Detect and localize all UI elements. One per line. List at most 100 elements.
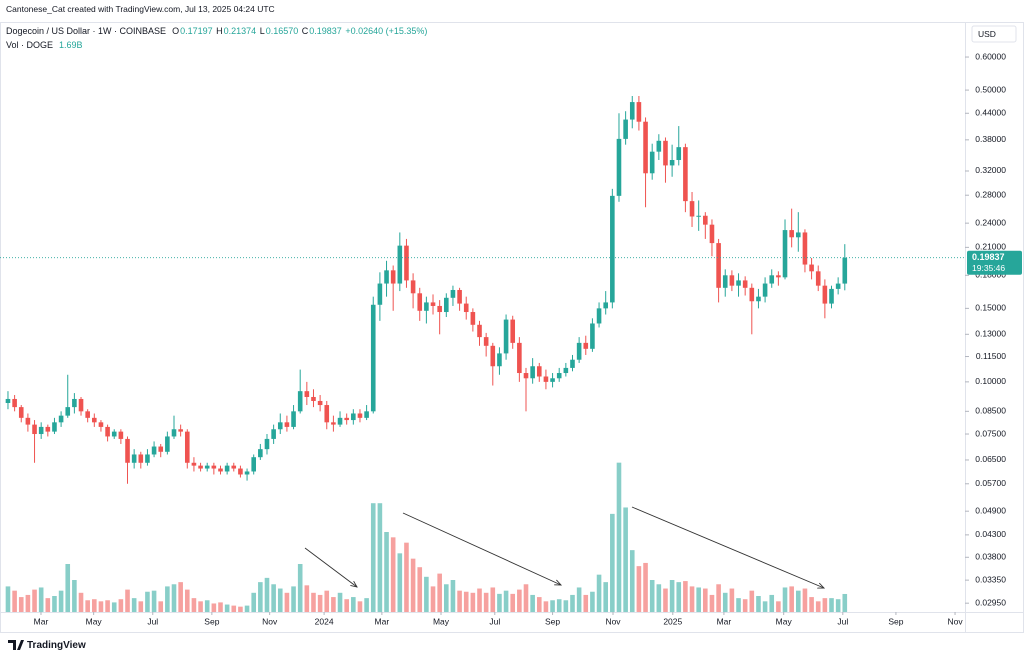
volume-bar xyxy=(570,594,575,612)
ohlc-value: 0.21374 xyxy=(223,26,257,36)
candle-body xyxy=(264,438,270,450)
volume-bar xyxy=(264,577,270,612)
volume-bar xyxy=(762,601,768,612)
last-price-tag xyxy=(967,250,1022,275)
volume-bar xyxy=(536,597,542,612)
candle-body xyxy=(636,102,642,122)
candle-body xyxy=(463,303,469,313)
candle-body xyxy=(238,468,243,475)
candle-body xyxy=(789,230,794,238)
candle-body xyxy=(370,304,376,412)
volume-bar xyxy=(563,600,569,612)
candle-body xyxy=(277,422,283,430)
volume-bar xyxy=(284,592,290,612)
volume-bar xyxy=(490,587,496,612)
volume-bar xyxy=(610,513,615,612)
candle-body xyxy=(570,359,575,368)
volume-bar xyxy=(623,507,628,612)
volume-bar xyxy=(277,588,283,612)
volume-bar xyxy=(118,599,124,612)
candle-body xyxy=(590,323,595,349)
volume-bar xyxy=(716,584,721,612)
candle-body xyxy=(397,245,403,284)
candle-body xyxy=(689,201,695,217)
volume-bar xyxy=(111,602,117,612)
ohlc-key: H xyxy=(216,26,223,36)
candle-body xyxy=(211,465,217,469)
x-tick-label: Jul xyxy=(489,616,500,626)
candle-body xyxy=(603,302,608,309)
currency-button[interactable] xyxy=(971,25,1017,43)
x-tick-label: 2024 xyxy=(315,616,334,626)
candle-body xyxy=(45,426,51,432)
volume-bar xyxy=(38,587,44,612)
volume-bar xyxy=(410,558,416,612)
volume-bar xyxy=(835,599,841,612)
candle-body xyxy=(649,151,655,174)
candle-body xyxy=(291,411,296,427)
volume-bar xyxy=(802,588,808,612)
candle-body xyxy=(145,454,150,463)
candle-body xyxy=(782,230,788,278)
candle-body xyxy=(517,342,522,374)
volume-bar xyxy=(470,592,476,612)
volume-bar xyxy=(782,587,788,612)
candle-body xyxy=(835,283,841,289)
candle-body xyxy=(477,324,482,338)
candle-body xyxy=(815,271,821,286)
volume-bar xyxy=(417,567,423,612)
volume-bar xyxy=(703,588,708,612)
candle-body xyxy=(543,376,549,382)
candle-body xyxy=(171,429,177,437)
candle-body xyxy=(78,398,84,412)
volume-bar xyxy=(842,593,848,612)
x-tick-label: May xyxy=(776,616,793,626)
candle-body xyxy=(258,449,263,458)
candle-body xyxy=(337,417,343,425)
candle-body xyxy=(224,465,230,472)
y-tick-label: 0.15000 xyxy=(975,303,1006,313)
candle-body xyxy=(643,121,648,174)
candle-body xyxy=(32,424,37,435)
volume-bar xyxy=(351,597,356,612)
candle-body xyxy=(829,288,834,304)
y-tick-label: 0.21000 xyxy=(975,242,1006,252)
volume-bar xyxy=(550,600,555,612)
candle-body xyxy=(444,297,449,313)
y-tick-label: 0.10000 xyxy=(975,376,1006,386)
volume-bar xyxy=(145,591,150,612)
x-tick-label: May xyxy=(86,616,103,626)
change: +0.02640 (+15.35%) xyxy=(345,26,428,36)
volume-bar xyxy=(796,590,801,612)
volume-bar xyxy=(583,594,589,612)
candle-body xyxy=(165,436,170,452)
volume-bar xyxy=(204,600,210,612)
volume-bar xyxy=(769,594,775,612)
candle-body xyxy=(629,102,635,120)
candle-body xyxy=(384,270,389,284)
candle-body xyxy=(364,411,369,418)
symbol-title: Dogecoin / US Dollar · 1W · COINBASE xyxy=(6,26,167,36)
volume-bar xyxy=(291,586,296,612)
candle-body xyxy=(756,296,761,302)
candle-body xyxy=(105,426,110,437)
trend-arrow xyxy=(402,512,561,585)
candle-body xyxy=(736,280,741,286)
volume-bar xyxy=(397,553,403,612)
candle-body xyxy=(58,415,64,423)
volume-bar xyxy=(304,585,310,612)
candle-body xyxy=(138,454,144,463)
volume-bar xyxy=(98,601,104,612)
candle-body xyxy=(377,283,383,305)
candle-layer xyxy=(5,95,848,484)
x-tick-label: Jul xyxy=(147,616,158,626)
candle-body xyxy=(483,337,489,346)
candle-body xyxy=(776,275,781,278)
candle-body xyxy=(284,422,290,427)
candle-body xyxy=(65,407,71,416)
volume-bar xyxy=(822,598,828,612)
candle-body xyxy=(550,378,555,382)
volume-bar xyxy=(663,588,668,612)
volume-bar xyxy=(12,590,17,612)
